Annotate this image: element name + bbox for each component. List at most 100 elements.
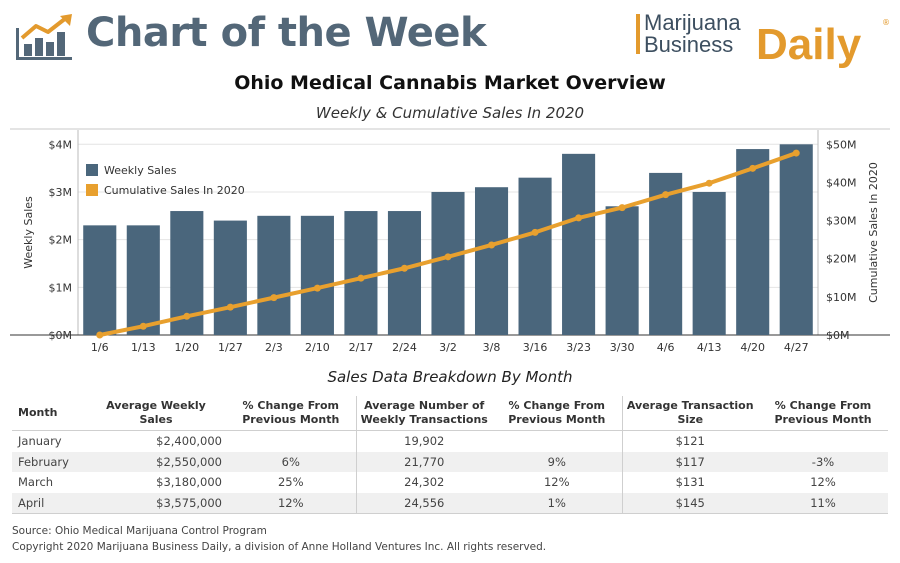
sales-change-cell: 6% — [226, 451, 357, 472]
x-tick-label: 3/16 — [523, 341, 548, 354]
y-tick-label: $2M — [49, 234, 73, 247]
table-row: February $2,550,000 6% 21,770 9% $117 -3… — [12, 451, 888, 472]
transaction-size-change-cell: 11% — [810, 495, 836, 510]
header: Chart of the Week Marijuana Business Dai… — [0, 0, 900, 72]
avg-sales-cell: $3,575,000 — [156, 495, 222, 510]
x-tick-label: 2/10 — [305, 341, 330, 354]
avg-sales-cell: $2,550,000 — [156, 454, 222, 469]
y2-tick-label: $40M — [826, 176, 857, 189]
x-tick-label: 2/24 — [392, 341, 417, 354]
copyright-note: Copyright 2020 Marijuana Business Daily,… — [12, 541, 547, 553]
cumulative-sales-point — [226, 303, 234, 311]
legend-swatch-cumulative-sales — [86, 184, 98, 196]
y-tick-label: $1M — [49, 281, 73, 294]
column-header: Average Transaction Size — [626, 399, 754, 426]
y2-tick-label: $20M — [826, 253, 857, 266]
logo-registered-mark: ® — [882, 18, 890, 27]
column-header: % Change From Previous Month — [226, 396, 357, 431]
legend-label-cumulative-sales: Cumulative Sales In 2020 — [104, 184, 245, 197]
table-row: January $2,400,000 19,902 $121 — [12, 430, 888, 452]
legend-swatch-weekly-sales — [86, 164, 98, 176]
cumulative-sales-point — [575, 214, 583, 222]
logo-line-2: Business — [644, 32, 734, 57]
cumulative-sales-point — [313, 284, 321, 292]
y-axis-title: Weekly Sales — [22, 196, 35, 269]
table-row: April $3,575,000 12% 24,556 1% $145 11% — [12, 492, 888, 514]
x-tick-label: 3/2 — [439, 341, 457, 354]
chart-subtitle: Weekly & Cumulative Sales In 2020 — [315, 104, 585, 122]
bar-weekly-sales — [779, 144, 813, 335]
y-tick-label: $3M — [49, 186, 73, 199]
avg-sales-cell: $3,180,000 — [156, 475, 222, 490]
avg-transaction-size-cell: $117 — [675, 454, 705, 469]
x-tick-label: 1/13 — [131, 341, 156, 354]
transactions-change-cell: 9% — [492, 451, 623, 472]
bar-weekly-sales — [126, 225, 160, 335]
x-tick-label: 4/13 — [697, 341, 722, 354]
bar-weekly-sales — [474, 187, 509, 335]
avg-sales-cell: $2,400,000 — [156, 434, 222, 449]
cumulative-sales-point — [357, 274, 365, 282]
sales-change-cell: 25% — [226, 472, 357, 493]
cumulative-sales-point — [183, 312, 191, 320]
y2-axis-title: Cumulative Sales In 2020 — [867, 162, 880, 303]
transactions-change-cell: 1% — [492, 492, 623, 514]
transaction-size-change-cell: -3% — [811, 454, 835, 469]
bar-weekly-sales — [605, 206, 639, 335]
logo-line-3: Daily — [756, 20, 862, 69]
column-header: % Change From Previous Month — [492, 396, 623, 431]
bar-weekly-sales — [300, 215, 334, 335]
logo-line-1: Marijuana — [644, 10, 741, 35]
x-tick-label: 4/6 — [657, 341, 675, 354]
x-tick-label: 4/27 — [784, 341, 809, 354]
bar-weekly-sales — [562, 153, 596, 335]
avg-transactions-cell: 24,302 — [404, 475, 445, 490]
month-cell: March — [18, 475, 54, 490]
bar-weekly-sales — [692, 191, 726, 335]
x-tick-label: 2/3 — [265, 341, 283, 354]
bar-weekly-sales — [213, 220, 247, 335]
cumulative-sales-point — [139, 322, 147, 330]
transaction-size-change-cell — [758, 431, 888, 452]
month-cell: January — [18, 434, 62, 449]
bar-weekly-sales — [344, 211, 378, 335]
table-title: Sales Data Breakdown By Month — [327, 368, 573, 386]
bar-weekly-sales — [257, 215, 291, 335]
transaction-size-change-cell: 12% — [810, 475, 836, 490]
logo-accent-bar — [636, 14, 640, 54]
chart-main-title: Ohio Medical Cannabis Market Overview — [234, 72, 666, 94]
avg-transaction-size-cell: $131 — [675, 475, 705, 490]
cumulative-sales-point — [705, 179, 713, 187]
y2-tick-label: $10M — [826, 291, 857, 304]
column-header: Average Number of Weekly Transactions — [360, 399, 488, 426]
bar-weekly-sales — [387, 211, 422, 335]
column-header: Month — [18, 406, 58, 419]
y-tick-label: $4M — [49, 138, 73, 151]
bar-weekly-sales — [431, 191, 465, 335]
x-tick-label: 3/23 — [566, 341, 591, 354]
cumulative-sales-point — [270, 294, 278, 302]
legend-label-weekly-sales: Weekly Sales — [104, 164, 177, 177]
avg-transaction-size-cell: $121 — [675, 434, 705, 449]
bar-chart-trend-icon — [16, 14, 72, 60]
month-cell: February — [18, 454, 69, 469]
x-tick-label: 3/8 — [483, 341, 501, 354]
sales-change-cell: 12% — [226, 492, 357, 514]
brand-logo: Marijuana Business Daily ® — [632, 10, 892, 69]
bar-weekly-sales — [518, 177, 552, 335]
transactions-change-cell — [492, 430, 623, 452]
month-cell: April — [18, 495, 45, 510]
cumulative-sales-point — [96, 331, 104, 339]
transactions-change-cell: 12% — [492, 472, 623, 493]
cumulative-sales-point — [400, 264, 408, 272]
x-tick-label: 1/27 — [218, 341, 243, 354]
table-row: March $3,180,000 25% 24,302 12% $131 12% — [12, 472, 888, 493]
bar-weekly-sales — [83, 225, 117, 335]
table-header-row: Month Average Weekly Sales % Change From… — [12, 396, 888, 431]
page-banner-title: Chart of the Week — [86, 10, 487, 56]
sales-breakdown-table: Month Average Weekly Sales % Change From… — [12, 396, 888, 514]
cumulative-sales-point — [792, 149, 800, 157]
cumulative-sales-point — [444, 253, 452, 261]
avg-transaction-size-cell: $145 — [675, 495, 705, 510]
cumulative-sales-point — [618, 204, 626, 212]
